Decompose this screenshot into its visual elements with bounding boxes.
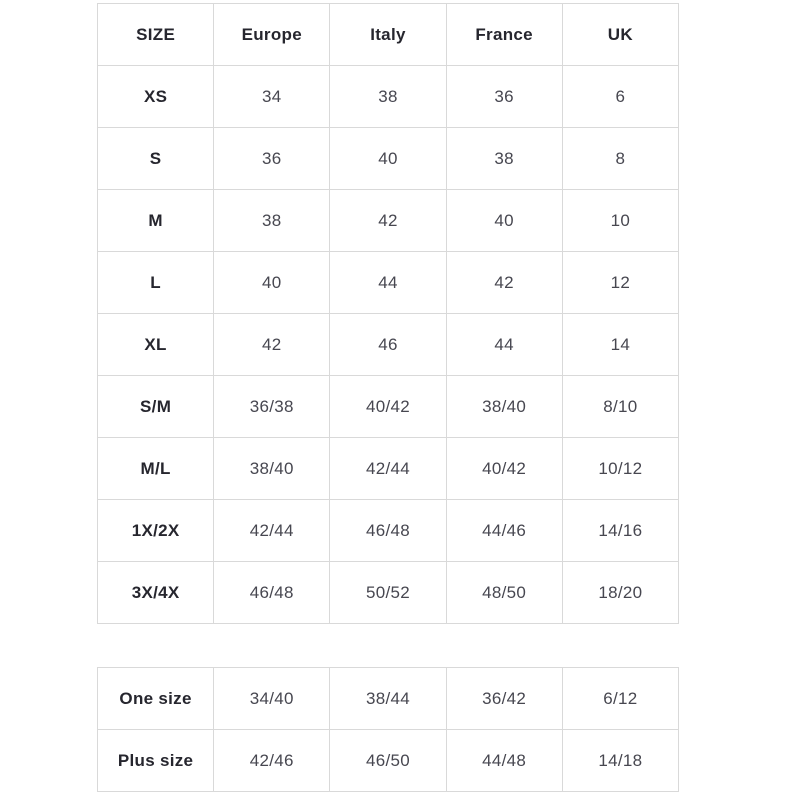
value-france: 44	[445, 313, 563, 376]
table-row-m: M 38 42 40 10	[96, 189, 680, 252]
table-row-one-size: One size 34/40 38/44 36/42 6/12	[96, 667, 680, 730]
size-label: L	[96, 251, 215, 314]
value-uk: 14/18	[561, 729, 680, 792]
table-row-m-l: M/L 38/40 42/44 40/42 10/12	[96, 437, 680, 500]
value-italy: 50/52	[329, 561, 447, 624]
value-uk: 18/20	[561, 561, 680, 624]
table-header-row: SIZE Europe Italy France UK	[96, 3, 680, 66]
value-europe: 34	[213, 65, 331, 128]
value-europe: 42/46	[213, 729, 331, 792]
table-row-s-m: S/M 36/38 40/42 38/40 8/10	[96, 375, 680, 438]
table-row-1x-2x: 1X/2X 42/44 46/48 44/46 14/16	[96, 499, 680, 562]
value-italy: 42	[329, 189, 447, 252]
value-europe: 46/48	[213, 561, 331, 624]
value-europe: 36/38	[213, 375, 331, 438]
header-uk: UK	[561, 3, 680, 66]
value-uk: 10/12	[561, 437, 680, 500]
value-italy: 40/42	[329, 375, 447, 438]
size-conversion-table: SIZE Europe Italy France UK XS 34 38 36 …	[96, 3, 680, 624]
value-italy: 42/44	[329, 437, 447, 500]
size-label: M	[96, 189, 215, 252]
size-label: Plus size	[96, 729, 215, 792]
special-sizes-table: One size 34/40 38/44 36/42 6/12 Plus siz…	[96, 667, 680, 792]
size-label: 1X/2X	[96, 499, 215, 562]
value-uk: 14/16	[561, 499, 680, 562]
table-row-xs: XS 34 38 36 6	[96, 65, 680, 128]
table-row-xl: XL 42 46 44 14	[96, 313, 680, 376]
size-label: XL	[96, 313, 215, 376]
value-france: 36	[445, 65, 563, 128]
value-france: 40	[445, 189, 563, 252]
size-label: One size	[96, 667, 215, 730]
value-uk: 14	[561, 313, 680, 376]
value-france: 48/50	[445, 561, 563, 624]
value-france: 38	[445, 127, 563, 190]
value-uk: 10	[561, 189, 680, 252]
value-france: 42	[445, 251, 563, 314]
value-france: 40/42	[445, 437, 563, 500]
value-italy: 46/50	[329, 729, 447, 792]
value-france: 38/40	[445, 375, 563, 438]
value-uk: 8/10	[561, 375, 680, 438]
value-france: 44/48	[445, 729, 563, 792]
value-uk: 8	[561, 127, 680, 190]
value-europe: 42/44	[213, 499, 331, 562]
size-label: 3X/4X	[96, 561, 215, 624]
value-uk: 6/12	[561, 667, 680, 730]
size-label: S	[96, 127, 215, 190]
value-italy: 46/48	[329, 499, 447, 562]
value-europe: 36	[213, 127, 331, 190]
header-italy: Italy	[329, 3, 447, 66]
value-italy: 44	[329, 251, 447, 314]
value-italy: 38	[329, 65, 447, 128]
table-row-plus-size: Plus size 42/46 46/50 44/48 14/18	[96, 729, 680, 792]
size-label: XS	[96, 65, 215, 128]
header-europe: Europe	[213, 3, 331, 66]
value-uk: 6	[561, 65, 680, 128]
size-label: S/M	[96, 375, 215, 438]
value-europe: 42	[213, 313, 331, 376]
value-europe: 38	[213, 189, 331, 252]
header-size: SIZE	[96, 3, 215, 66]
size-label: M/L	[96, 437, 215, 500]
table-row-s: S 36 40 38 8	[96, 127, 680, 190]
value-italy: 38/44	[329, 667, 447, 730]
value-europe: 38/40	[213, 437, 331, 500]
value-italy: 40	[329, 127, 447, 190]
header-france: France	[445, 3, 563, 66]
value-uk: 12	[561, 251, 680, 314]
value-france: 44/46	[445, 499, 563, 562]
value-france: 36/42	[445, 667, 563, 730]
value-europe: 40	[213, 251, 331, 314]
value-italy: 46	[329, 313, 447, 376]
value-europe: 34/40	[213, 667, 331, 730]
table-row-3x-4x: 3X/4X 46/48 50/52 48/50 18/20	[96, 561, 680, 624]
table-row-l: L 40 44 42 12	[96, 251, 680, 314]
